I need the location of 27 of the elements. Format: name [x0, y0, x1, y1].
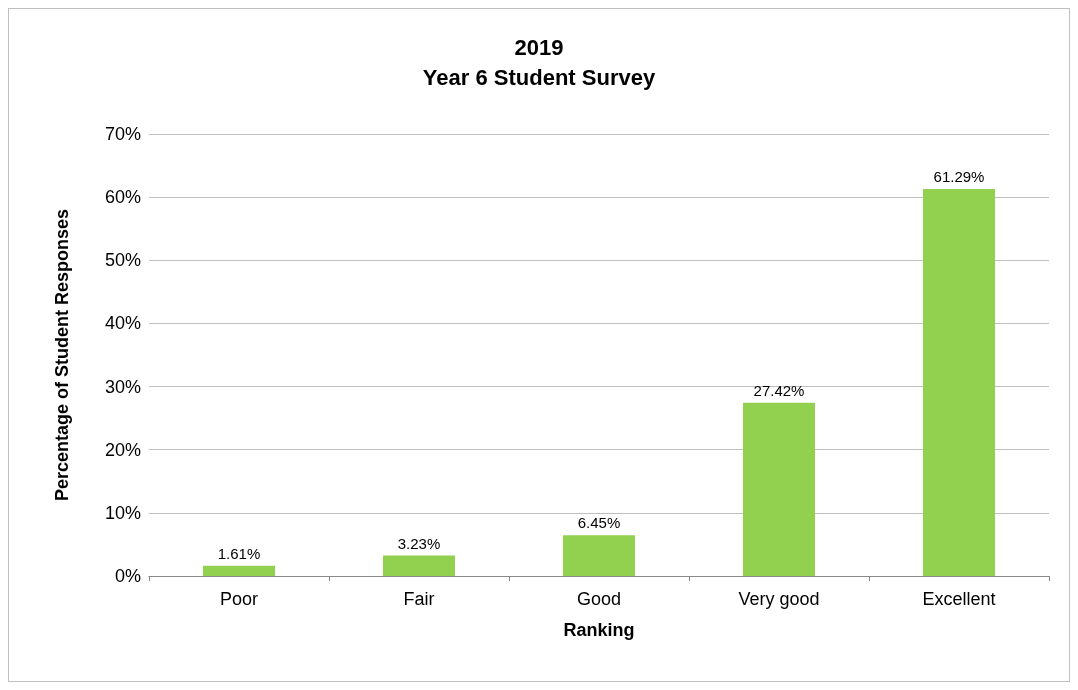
bar: [563, 535, 635, 576]
y-axis-title: Percentage of Student Responses: [52, 208, 72, 502]
data-label: 3.23%: [397, 534, 441, 552]
y-tick-label: 40%: [104, 313, 141, 334]
x-tick-label: Good: [576, 589, 622, 609]
x-tick-label: Fair: [403, 589, 435, 609]
x-tick-label: Very good: [738, 589, 820, 609]
y-tick-label: 60%: [104, 187, 141, 208]
x-axis-title: Ranking: [563, 620, 635, 640]
x-tick-label: Excellent: [922, 589, 996, 609]
bar: [743, 402, 815, 576]
y-tick-label: 20%: [104, 439, 141, 460]
y-tick-label: 10%: [104, 502, 141, 523]
chart-subtitle: Year 6 Student Survey: [422, 64, 656, 90]
chart-title: 2019: [514, 34, 564, 60]
data-label: 6.45%: [577, 514, 621, 532]
y-tick-label: 70%: [104, 124, 141, 144]
bar: [923, 189, 995, 576]
bar: [203, 565, 275, 576]
y-tick-label: 50%: [104, 250, 141, 271]
x-tick-label: Poor: [219, 589, 259, 609]
y-tick-label: 0%: [114, 566, 141, 586]
data-label: 27.42%: [753, 381, 805, 399]
data-label: 61.29%: [933, 168, 985, 185]
data-label: 1.61%: [217, 544, 261, 562]
bar: [383, 555, 455, 576]
y-tick-label: 30%: [104, 376, 141, 397]
